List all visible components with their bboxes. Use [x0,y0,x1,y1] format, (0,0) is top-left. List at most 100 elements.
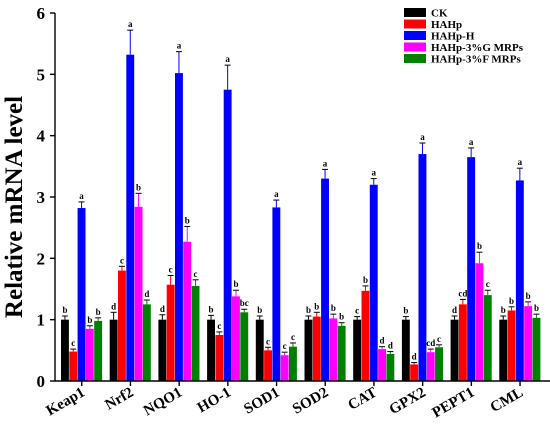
significance-label: a [420,132,425,142]
significance-label: a [518,157,523,167]
significance-label: b [501,305,506,315]
bar [232,296,240,381]
bar [304,319,313,381]
significance-label: b [257,305,262,315]
bar [77,208,86,381]
significance-label: c [266,336,270,346]
significance-label: d [412,352,417,362]
bar-group-pept1: dcd a b c [450,137,492,381]
x-tick-label: SOD2 [290,385,331,418]
bar [191,285,200,381]
significance-label: b [185,215,190,225]
legend-swatch [404,8,426,17]
significance-label: b [136,182,141,192]
legend-swatch [404,54,426,63]
bar [515,180,524,381]
y-tick-label: 5 [37,65,46,84]
bar-group-nqo1: d c a b c [158,41,200,382]
bar-group-nrf2: d c a b d [109,19,151,381]
significance-label: c [283,341,287,351]
bar [126,54,135,381]
significance-label: d [111,301,116,311]
bar [166,284,175,381]
bar [507,310,516,381]
significance-label: c [169,265,173,275]
bar [483,295,492,381]
significance-label: bc [240,298,249,308]
significance-label: c [486,279,490,289]
bar [264,350,272,381]
y-tick-label: 3 [37,188,46,207]
significance-label: b [209,304,214,314]
bar [458,304,467,381]
bar [378,349,386,381]
significance-label: b [477,241,482,251]
bar [255,319,264,381]
bar [524,306,533,381]
significance-label: d [160,304,165,314]
y-tick-label: 1 [37,311,46,330]
legend-label: HAHp-3%F MRPs [431,54,521,66]
bar [280,355,289,381]
significance-label: b [62,305,67,315]
x-tick-label: CAT [345,385,379,414]
significance-label: cd [426,338,435,348]
bar [289,346,297,381]
y-tick-label: 2 [37,249,46,268]
y-tick-label: 0 [37,372,46,391]
bar [450,319,459,381]
significance-label: b [403,306,408,316]
legend-label: HAHp [431,19,462,31]
significance-label: b [96,307,101,317]
legend-label: HAHp-H [431,31,475,43]
significance-label: a [177,41,182,51]
bar [321,178,329,381]
bar [337,325,346,381]
x-tick-label: PEPT1 [430,385,478,422]
bar [85,328,94,381]
significance-label: b [233,279,238,289]
bar [69,351,78,381]
x-axis-ticks: Keap1 Nrf2 NQO1 HO-1 SOD1 SOD2 CAT GPX2 PEPT1 CML [44,381,526,421]
bar [418,154,427,381]
bar [410,364,419,381]
significance-label: b [87,315,92,325]
significance-label: c [217,321,221,331]
bar [223,89,232,382]
significance-label: b [314,301,319,311]
legend-label: CK [431,8,448,20]
significance-label: a [128,19,133,29]
bar [142,304,151,381]
y-tick-label: 4 [37,127,46,146]
x-tick-label: HO-1 [195,385,234,417]
x-tick-label: GPX2 [387,385,429,418]
significance-label: b [331,303,336,313]
bar [329,318,338,381]
significance-label: cd [458,288,467,298]
bar [61,319,69,381]
significance-label: b [306,305,311,315]
x-tick-label: Nrf2 [102,385,136,414]
bar [499,319,508,381]
bar [401,319,410,381]
bar [386,354,395,381]
bar [426,352,435,381]
significance-label: a [469,137,474,147]
bar [215,335,224,381]
bar [240,312,249,381]
bar [183,241,192,381]
significance-label: d [452,305,457,315]
bar [435,347,443,381]
significance-label: c [71,338,75,348]
significance-label: c [194,269,198,279]
significance-label: a [225,54,230,64]
significance-label: c [120,255,124,265]
significance-label: b [339,312,344,322]
bar [475,263,484,381]
